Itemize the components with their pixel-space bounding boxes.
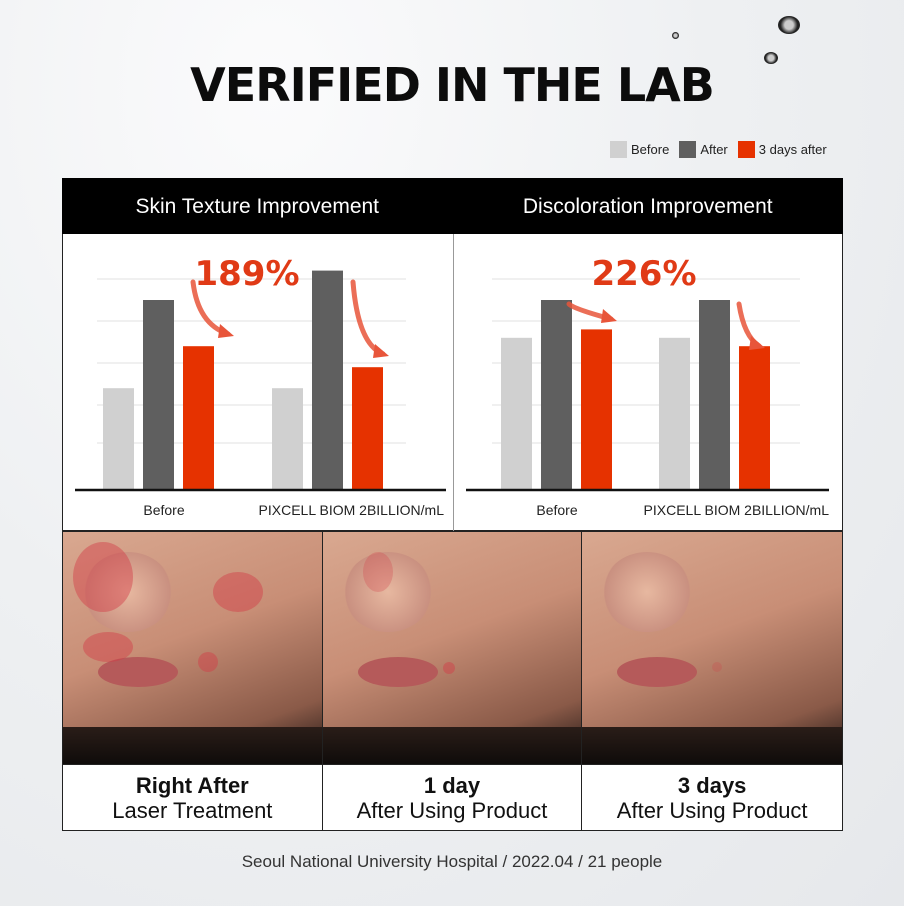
photo-1-day: 1 day After Using Product — [322, 532, 583, 830]
chart-title-texture: Skin Texture Improvement — [135, 194, 380, 218]
improvement-annotation: 226% — [591, 254, 696, 294]
legend-item-before: Before — [610, 141, 669, 158]
bar-after — [312, 270, 343, 489]
tick-label: Before — [536, 502, 577, 518]
legend-swatch — [610, 141, 627, 158]
tick-label: PIXCELL BIOM 2BILLION/mL — [259, 502, 445, 518]
water-drop — [764, 52, 778, 64]
bar-after — [699, 300, 730, 489]
caption-bold: Right After — [135, 773, 249, 798]
bar-before — [659, 337, 690, 489]
chart-header: Skin Texture Improvement Discoloration I… — [62, 178, 843, 235]
bar-3-days-after — [581, 329, 612, 489]
arrow-icon — [350, 279, 386, 357]
legend-swatch — [679, 141, 697, 158]
bar-3-days-after — [183, 346, 214, 489]
bar-before — [501, 337, 532, 489]
source-note: Seoul National University Hospital / 202… — [241, 852, 663, 871]
caption-bold: 3 days — [677, 773, 747, 798]
photo-right-after: Right After Laser Treatment — [63, 532, 323, 830]
arrow-icon — [736, 301, 762, 349]
bar-3-days-after — [739, 346, 770, 489]
chart-panels: Before PIXCELL BIOM 2BILLION/mL 189% Before… — [62, 234, 843, 531]
bar-before — [272, 388, 303, 489]
bar-before — [103, 388, 134, 489]
panel-divider — [453, 234, 454, 531]
tick-label: PIXCELL BIOM 2BILLION/mL — [644, 502, 830, 518]
water-drop — [672, 32, 679, 39]
bar-after — [143, 300, 174, 489]
chart-title-discoloration: Discoloration Improvement — [522, 194, 773, 218]
photo-3-days: 3 days After Using Product — [582, 532, 843, 830]
legend-label: After — [700, 142, 728, 157]
bar-charts: Before PIXCELL BIOM 2BILLION/mL 189% Before… — [75, 254, 830, 518]
caption-bold: 1 day — [423, 773, 481, 798]
legend-item-after: After — [679, 141, 728, 158]
legend-swatch — [737, 141, 755, 158]
arrowhead-icon — [373, 344, 389, 358]
page-title: VERIFIED IN THE LAB — [190, 58, 715, 112]
tick-label: Before — [143, 502, 184, 518]
legend: Before After 3 days after — [610, 141, 837, 158]
caption-text: After Using Product — [616, 798, 808, 823]
arrowhead-icon — [218, 324, 234, 338]
legend-item-3days: 3 days after — [737, 141, 827, 158]
skin-photo — [582, 532, 843, 764]
photo-comparison: Right After Laser Treatment 1 day After Us… — [62, 531, 843, 831]
skin-photo — [322, 532, 582, 764]
improvement-annotation: 189% — [194, 254, 299, 294]
arrowhead-icon — [749, 336, 765, 350]
legend-label: 3 days after — [758, 142, 827, 157]
caption-text: Laser Treatment — [112, 798, 273, 823]
legend-label: Before — [631, 142, 670, 157]
arrowhead-icon — [601, 309, 617, 323]
caption-text: After Using Product — [356, 798, 548, 823]
bar-3-days-after — [352, 367, 383, 489]
skin-photo — [63, 532, 322, 764]
water-drop — [778, 16, 800, 34]
bar-after — [541, 300, 572, 489]
